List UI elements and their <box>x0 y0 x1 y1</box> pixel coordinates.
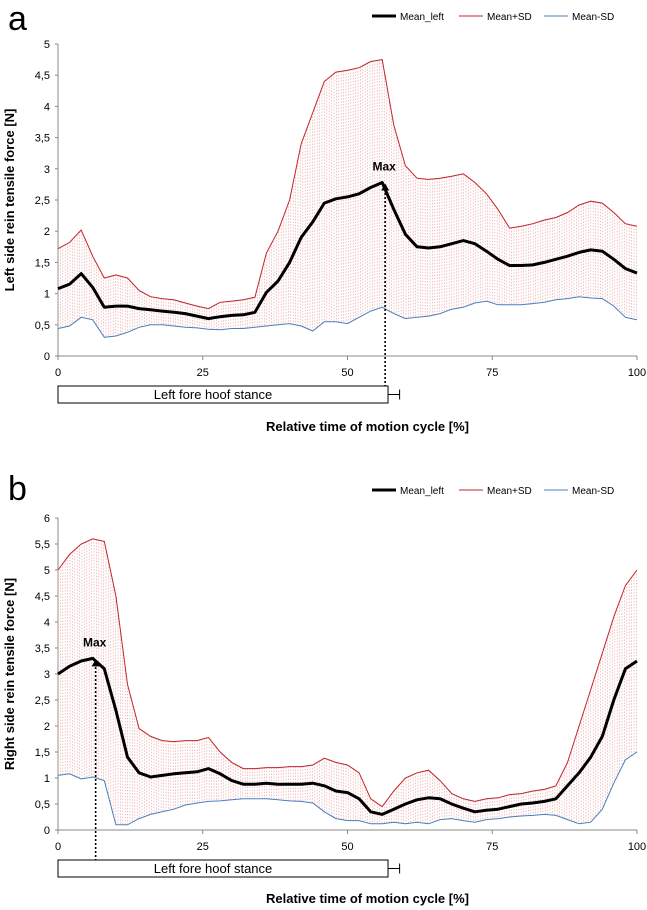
y-tick-label-b: 6 <box>44 513 50 525</box>
y-tick-label-b: 5 <box>44 565 50 577</box>
series-line-mean-plus-sd-b <box>57 538 638 808</box>
max-arrow-head-a <box>381 183 390 191</box>
panel-letter-a: a <box>8 0 27 38</box>
x-tick-label-b: 100 <box>628 841 646 853</box>
y-tick-label-a: 1,5 <box>35 257 50 269</box>
max-arrow-head-b <box>91 659 100 667</box>
series-line-mean-a <box>57 181 638 321</box>
y-tick-label-b: 1,5 <box>35 747 50 759</box>
y-tick-label-b: 4 <box>44 617 50 629</box>
stance-bar-label-a: Left fore hoof stance <box>154 387 273 402</box>
series-line-mean-plus-sd-a <box>57 59 638 310</box>
legend-label-a-2: Mean-SD <box>572 12 614 23</box>
y-tick-label-a: 0,5 <box>35 320 50 332</box>
x-tick-label-a: 0 <box>55 367 61 379</box>
x-tick-label-b: 75 <box>486 841 498 853</box>
y-tick-label-a: 1 <box>44 289 50 301</box>
series-line-mean-minus-sd-b <box>57 751 638 826</box>
sd-hatch-band-b <box>57 539 637 825</box>
y-tick-label-b: 0,5 <box>35 799 50 811</box>
x-tick-label-a: 25 <box>197 367 209 379</box>
x-tick-label-b: 50 <box>341 841 353 853</box>
y-tick-label-b: 4,5 <box>35 591 50 603</box>
legend-label-b-0: Mean_left <box>400 486 444 497</box>
legend-label-a-1: Mean+SD <box>487 12 532 23</box>
x-tick-label-b: 0 <box>55 841 61 853</box>
legend-label-b-1: Mean+SD <box>487 486 532 497</box>
x-axis-title-a: Relative time of motion cycle [%] <box>266 419 469 434</box>
y-tick-label-a: 3,5 <box>35 133 50 145</box>
y-tick-label-a: 4 <box>44 101 50 113</box>
y-tick-label-b: 3,5 <box>35 643 50 655</box>
series-line-mean-b <box>57 656 638 816</box>
y-tick-label-b: 0 <box>44 825 50 837</box>
series-line-mean-minus-sd-a <box>57 296 638 338</box>
y-tick-label-a: 5 <box>44 39 50 51</box>
y-tick-label-a: 2 <box>44 226 50 238</box>
legend-label-b-2: Mean-SD <box>572 486 614 497</box>
legend-label-a-0: Mean_left <box>400 12 444 23</box>
x-tick-label-b: 25 <box>197 841 209 853</box>
y-tick-label-b: 1 <box>44 773 50 785</box>
y-tick-label-a: 4,5 <box>35 70 50 82</box>
stance-bar-label-b: Left fore hoof stance <box>154 861 273 876</box>
y-tick-label-a: 2,5 <box>35 195 50 207</box>
y-tick-label-a: 0 <box>44 351 50 363</box>
y-axis-title-a: Left side rein tensile force [N] <box>2 109 17 292</box>
x-axis-title-b: Relative time of motion cycle [%] <box>266 891 469 906</box>
x-tick-label-a: 75 <box>486 367 498 379</box>
x-tick-label-a: 50 <box>341 367 353 379</box>
x-tick-label-a: 100 <box>628 367 646 379</box>
y-tick-label-a: 3 <box>44 164 50 176</box>
y-axis-title-b: Right side rein tensile force [N] <box>2 578 17 770</box>
y-tick-label-b: 3 <box>44 669 50 681</box>
y-tick-label-b: 2 <box>44 721 50 733</box>
y-tick-label-b: 2,5 <box>35 695 50 707</box>
y-tick-label-b: 5,5 <box>35 539 50 551</box>
panel-letter-b: b <box>8 470 27 508</box>
max-label-a: Max <box>372 160 396 174</box>
max-label-b: Max <box>83 635 107 649</box>
